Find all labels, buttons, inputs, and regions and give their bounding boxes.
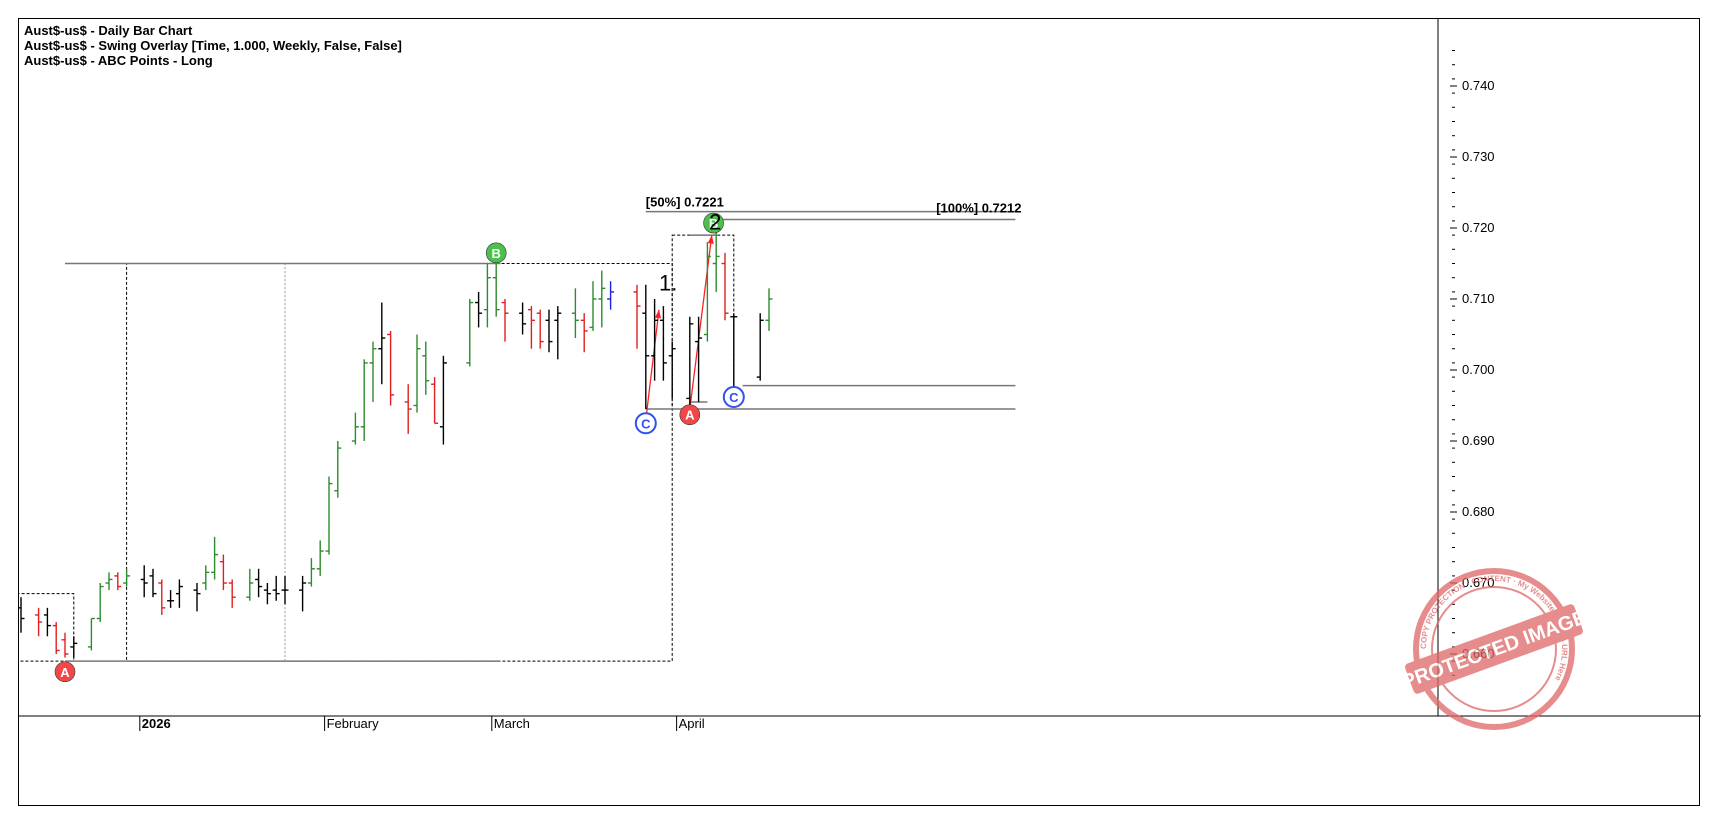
y-axis: 0.6600.6700.6800.6900.7000.7100.7200.730…: [1450, 50, 1495, 676]
projection-arrow: [645, 309, 660, 420]
protected-image-stamp: COPY PROTECTION · CONTENT · My Website N…: [1399, 568, 1589, 730]
level-label: [100%] 0.7212: [936, 200, 1021, 215]
stamp-inner-ring: [1431, 586, 1557, 712]
y-tick-label: 0.740: [1462, 78, 1495, 93]
swing-box: [19, 593, 75, 662]
y-tick-label: 0.720: [1462, 220, 1495, 235]
abc-point-marker: [634, 412, 657, 435]
abc-point-label: B: [492, 246, 501, 261]
y-tick-label: 0.710: [1462, 291, 1495, 306]
chart-title-line-1: Aust$-us$ - Daily Bar Chart: [24, 23, 193, 38]
y-tick-label: 0.670: [1462, 575, 1495, 590]
abc-points: A B C A B C [50%] 0.7221 [100%] 0.7212 1. 2: [54, 195, 1021, 683]
y-tick-label: 0.730: [1462, 149, 1495, 164]
chart-title-line-3: Aust$-us$ - ABC Points - Long: [24, 53, 213, 68]
y-tick-label: 0.680: [1462, 504, 1495, 519]
projection-arrowhead: [654, 309, 662, 319]
swing-count-label: 2: [709, 209, 721, 234]
x-axis: 2026 February March April: [139, 716, 705, 731]
abc-point-marker: [703, 212, 724, 234]
abc-point-marker: [679, 404, 701, 426]
price-bars: [19, 228, 773, 658]
abc-point-marker: [485, 242, 507, 264]
abc-point-marker: [722, 385, 745, 408]
stamp-outer-ring: [1413, 568, 1575, 730]
abc-point-label: A: [60, 665, 70, 680]
abc-point-label: A: [685, 408, 695, 423]
x-tick-label: February: [327, 716, 380, 731]
abc-point-label: C: [729, 390, 739, 405]
y-tick-label: 0.700: [1462, 362, 1495, 377]
projection-arrowhead: [707, 235, 714, 244]
swing-box: [126, 263, 673, 662]
swing-count-label: 1.: [659, 270, 677, 295]
chart-title-line-2: Aust$-us$ - Swing Overlay [Time, 1.000, …: [24, 38, 402, 53]
plot-area: [19, 19, 1701, 717]
x-tick-label: April: [679, 716, 705, 731]
abc-point-marker: [54, 661, 76, 683]
x-tick-label: March: [494, 716, 530, 731]
swing-overlay: [19, 210, 1016, 662]
level-label: [50%] 0.7221: [646, 195, 724, 210]
x-tick-label: 2026: [142, 716, 171, 731]
stamp-banner: [1405, 604, 1583, 694]
abc-point-label: C: [641, 416, 651, 431]
y-tick-label: 0.690: [1462, 433, 1495, 448]
abc-point-label: B: [709, 216, 718, 231]
projection-arrow: [689, 235, 713, 410]
